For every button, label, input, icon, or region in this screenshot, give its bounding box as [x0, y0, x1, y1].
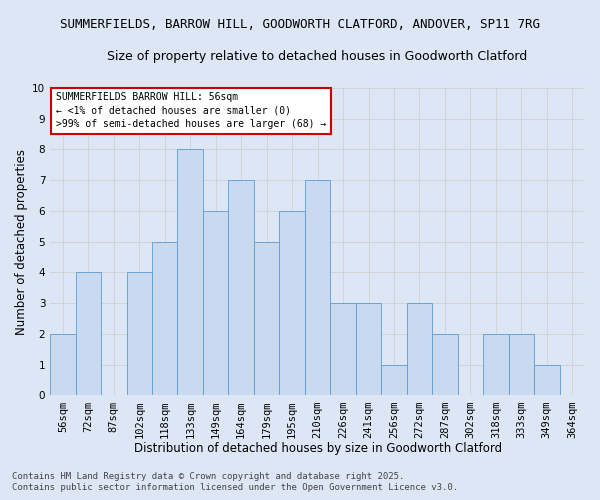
Title: Size of property relative to detached houses in Goodworth Clatford: Size of property relative to detached ho…: [107, 50, 528, 63]
Bar: [50, 334, 76, 396]
Text: Contains HM Land Registry data © Crown copyright and database right 2025.
Contai: Contains HM Land Registry data © Crown c…: [12, 472, 458, 492]
Bar: [331, 303, 356, 396]
Bar: [127, 272, 152, 396]
Bar: [280, 211, 305, 396]
Bar: [203, 211, 229, 396]
Bar: [178, 150, 203, 396]
Bar: [432, 334, 458, 396]
Bar: [152, 242, 178, 396]
Bar: [305, 180, 331, 396]
Bar: [254, 242, 280, 396]
Bar: [509, 334, 534, 396]
Bar: [407, 303, 432, 396]
X-axis label: Distribution of detached houses by size in Goodworth Clatford: Distribution of detached houses by size …: [134, 442, 502, 455]
Bar: [534, 364, 560, 396]
Bar: [356, 303, 381, 396]
Bar: [229, 180, 254, 396]
Bar: [381, 364, 407, 396]
Bar: [483, 334, 509, 396]
Bar: [76, 272, 101, 396]
Text: SUMMERFIELDS, BARROW HILL, GOODWORTH CLATFORD, ANDOVER, SP11 7RG: SUMMERFIELDS, BARROW HILL, GOODWORTH CLA…: [60, 18, 540, 30]
Y-axis label: Number of detached properties: Number of detached properties: [15, 148, 28, 334]
Text: SUMMERFIELDS BARROW HILL: 56sqm
← <1% of detached houses are smaller (0)
>99% of: SUMMERFIELDS BARROW HILL: 56sqm ← <1% of…: [56, 92, 326, 129]
